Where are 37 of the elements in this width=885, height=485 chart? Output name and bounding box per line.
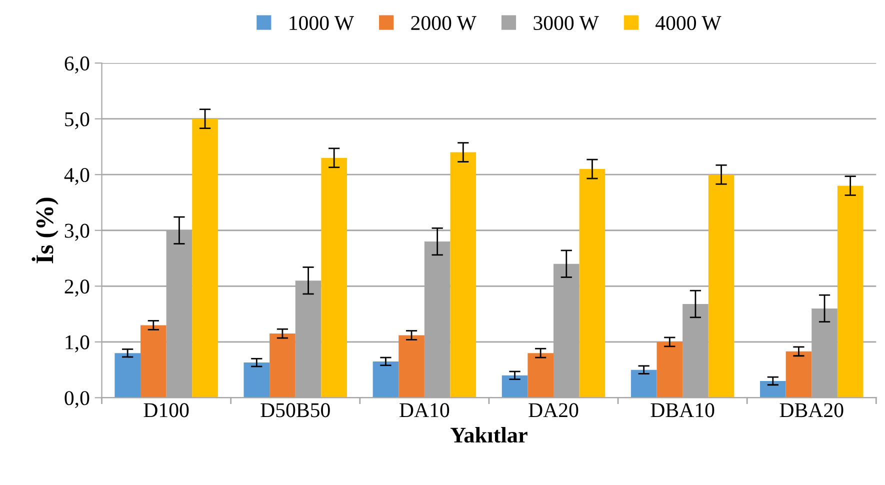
bar: [244, 362, 270, 398]
bar: [502, 375, 528, 398]
bar: [630, 370, 657, 398]
x-tick-label: D100: [144, 403, 189, 418]
legend-label: 3000 W: [534, 16, 599, 30]
legend-label: 2000 W: [411, 16, 476, 30]
bar: [786, 351, 812, 398]
bar: [837, 186, 864, 398]
bar: [114, 353, 140, 398]
bar: [372, 361, 399, 398]
bar: [192, 118, 218, 398]
x-tick-label: DA20: [528, 403, 578, 418]
bar: [450, 152, 476, 398]
y-axis-title: İs (%): [32, 198, 58, 264]
bar: [579, 169, 606, 398]
y-tick-label: 0,0: [64, 391, 90, 408]
x-tick-label: DA10: [400, 403, 450, 418]
bar: [321, 158, 347, 398]
y-tick-label: 3,0: [64, 224, 90, 241]
bar: [760, 380, 786, 398]
bar: [398, 335, 424, 398]
legend-label: 1000 W: [290, 16, 354, 30]
x-axis-title: Yakıtlar: [450, 427, 528, 443]
bar: [140, 325, 166, 398]
bar: [708, 174, 734, 398]
bar: [528, 353, 554, 398]
x-tick-label: DBA20: [780, 403, 844, 418]
x-tick-label: D50B50: [260, 403, 330, 418]
x-tick-label: DBA10: [650, 403, 714, 418]
bar: [656, 342, 683, 398]
y-tick-label: 4,0: [64, 168, 90, 186]
y-tick-label: 6,0: [64, 56, 90, 74]
y-tick-label: 2,0: [64, 280, 90, 297]
y-tick-label: 5,0: [65, 112, 90, 130]
legend-label: 4000 W: [656, 16, 722, 30]
bar: [270, 334, 296, 398]
y-tick-label: 1,0: [66, 335, 90, 352]
